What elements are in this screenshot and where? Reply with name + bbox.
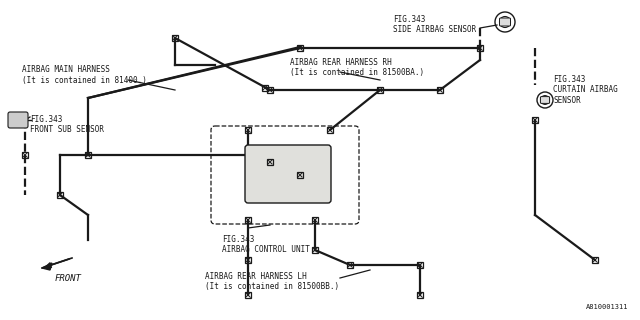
Text: AIRBAG MAIN HARNESS
(It is contained in 81400.): AIRBAG MAIN HARNESS (It is contained in … xyxy=(22,65,147,85)
FancyBboxPatch shape xyxy=(499,18,511,26)
Text: FIG.343
SIDE AIRBAG SENSOR: FIG.343 SIDE AIRBAG SENSOR xyxy=(393,15,476,35)
Text: AIRBAG REAR HARNESS LH
(It is contained in 81500BB.): AIRBAG REAR HARNESS LH (It is contained … xyxy=(205,272,339,292)
Text: FIG.343
FRONT SUB SENSOR: FIG.343 FRONT SUB SENSOR xyxy=(30,115,104,134)
FancyBboxPatch shape xyxy=(245,145,331,203)
FancyBboxPatch shape xyxy=(540,97,550,103)
Text: FRONT: FRONT xyxy=(55,274,82,283)
Text: FIG.343
AIRBAG CONTROL UNIT: FIG.343 AIRBAG CONTROL UNIT xyxy=(222,235,310,254)
Text: AIRBAG REAR HARNESS RH
(It is contained in 81500BA.): AIRBAG REAR HARNESS RH (It is contained … xyxy=(290,58,424,77)
FancyBboxPatch shape xyxy=(8,112,28,128)
Text: A810001311: A810001311 xyxy=(586,304,628,310)
Polygon shape xyxy=(42,263,52,270)
Text: FIG.343
CURTAIN AIRBAG
SENSOR: FIG.343 CURTAIN AIRBAG SENSOR xyxy=(553,75,618,105)
